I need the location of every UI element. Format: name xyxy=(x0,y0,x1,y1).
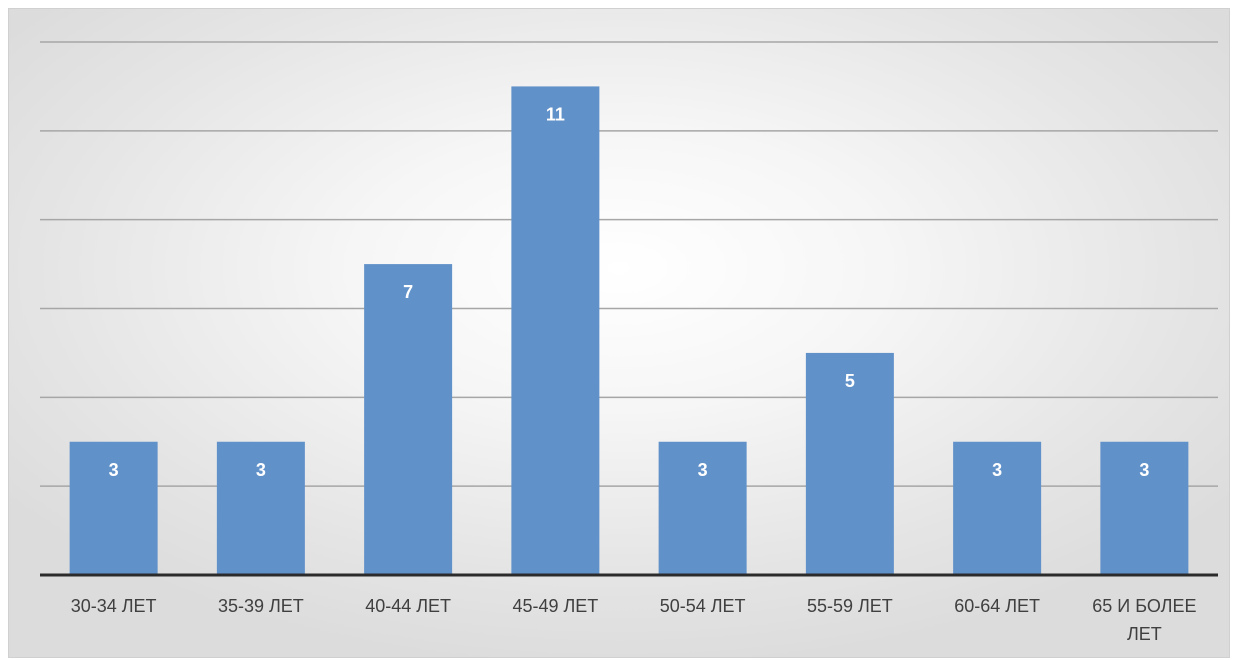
bars: 3 3 7 11 3 5 3 3 xyxy=(69,86,1189,576)
gridlines xyxy=(40,41,1218,487)
x-tick-label: 40-44 ЛЕТ xyxy=(365,596,451,616)
bar xyxy=(511,86,600,576)
x-tick-label: 55-59 ЛЕТ xyxy=(807,596,893,616)
x-tick-label: 60-64 ЛЕТ xyxy=(954,596,1040,616)
data-label: 3 xyxy=(992,460,1002,480)
data-label: 3 xyxy=(698,460,708,480)
x-tick-label: 50-54 ЛЕТ xyxy=(660,596,746,616)
data-label: 3 xyxy=(256,460,266,480)
bar xyxy=(953,441,1042,575)
bar xyxy=(364,264,453,575)
x-tick-label: 30-34 ЛЕТ xyxy=(71,596,157,616)
data-label: 11 xyxy=(546,104,565,124)
x-tick-label: 65 И БОЛЕЕ ЛЕТ xyxy=(1092,596,1196,644)
bar xyxy=(658,441,747,575)
bar xyxy=(805,352,894,575)
x-tick-label: 35-39 ЛЕТ xyxy=(218,596,304,616)
bar xyxy=(216,441,305,575)
data-label: 5 xyxy=(845,371,855,391)
data-label: 3 xyxy=(1139,460,1149,480)
data-label: 3 xyxy=(109,460,119,480)
data-label: 7 xyxy=(403,282,413,302)
x-tick-labels: 30-34 ЛЕТ 35-39 ЛЕТ 40-44 ЛЕТ 45-49 ЛЕТ 50-5… xyxy=(71,596,1197,644)
x-tick-label: 45-49 ЛЕТ xyxy=(512,596,598,616)
bar xyxy=(69,441,158,575)
bar xyxy=(1100,441,1189,575)
